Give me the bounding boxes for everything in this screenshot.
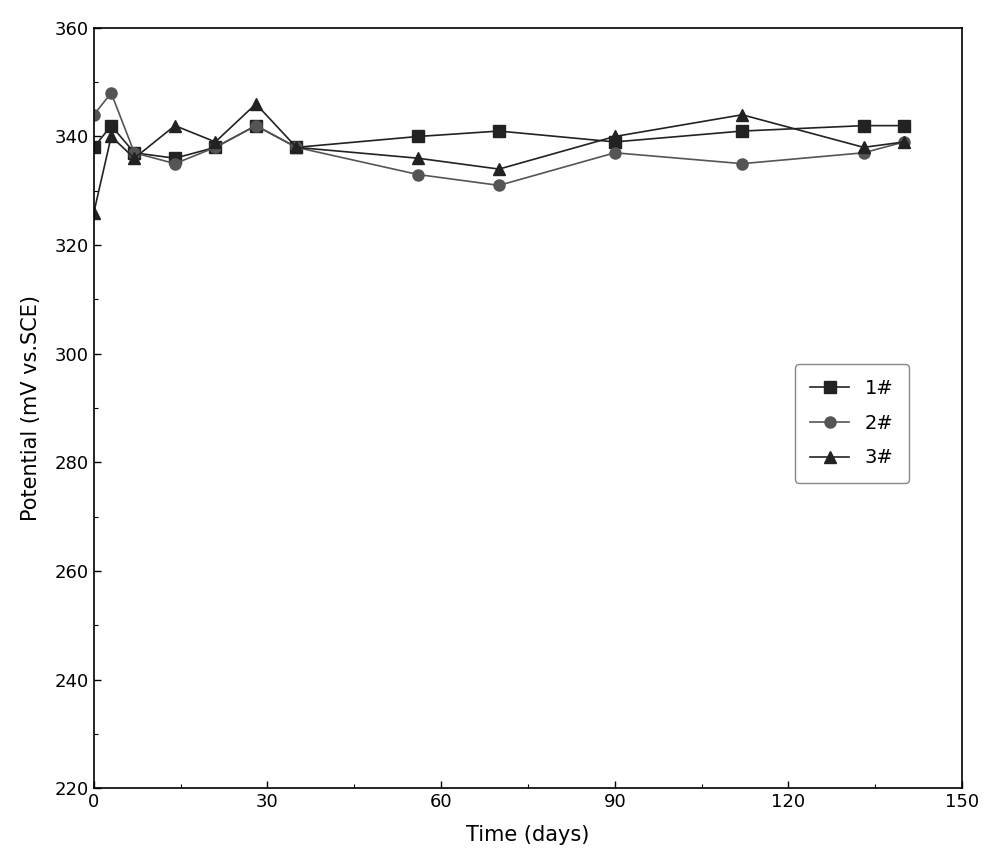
3# [898,137,910,147]
2# [169,158,181,169]
3# [609,132,621,142]
1# [128,147,140,158]
1# [412,132,424,142]
1# [105,120,117,131]
1# [250,120,262,131]
2# [736,158,748,169]
3# [290,142,302,152]
2# [858,147,870,158]
2# [898,137,910,147]
1# [609,137,621,147]
3# [88,207,100,217]
Line: 3#: 3# [88,99,910,218]
1# [169,153,181,164]
X-axis label: Time (days): Time (days) [466,825,590,845]
2# [128,147,140,158]
3# [412,153,424,164]
2# [105,87,117,98]
2# [290,142,302,152]
Legend: 1#, 2#, 3#: 1#, 2#, 3# [795,364,909,483]
2# [493,180,505,191]
3# [493,164,505,174]
Line: 1#: 1# [88,120,910,164]
3# [128,153,140,164]
2# [250,120,262,131]
3# [736,110,748,120]
2# [209,142,221,152]
3# [858,142,870,152]
1# [736,126,748,136]
1# [858,120,870,131]
2# [88,110,100,120]
2# [609,147,621,158]
1# [88,142,100,152]
3# [250,99,262,109]
3# [209,137,221,147]
3# [169,120,181,131]
Y-axis label: Potential (mV vs.SCE): Potential (mV vs.SCE) [21,295,41,521]
1# [898,120,910,131]
Line: 2#: 2# [88,87,910,191]
2# [412,170,424,180]
1# [209,142,221,152]
1# [290,142,302,152]
1# [493,126,505,136]
3# [105,132,117,142]
